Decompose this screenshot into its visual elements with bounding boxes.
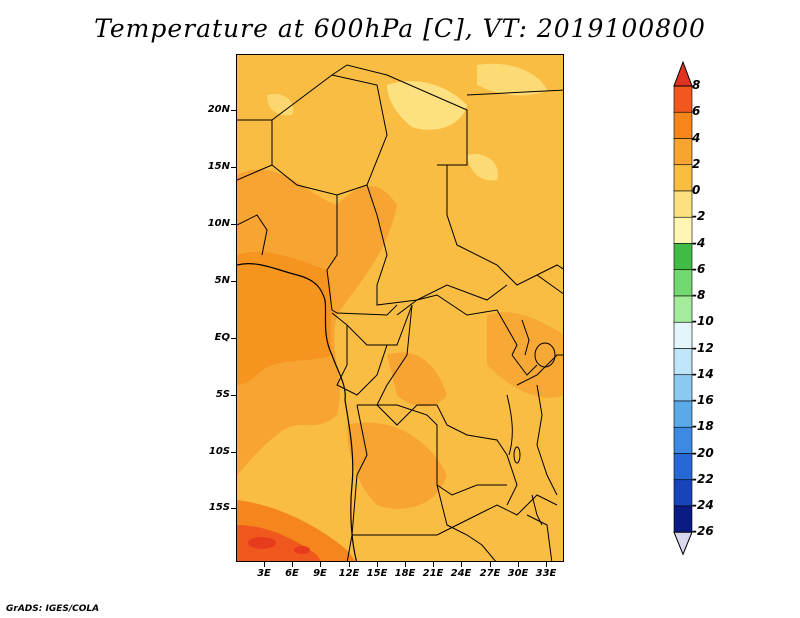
colorbar-label: 4 xyxy=(692,130,701,145)
colorbar-segment xyxy=(673,85,693,113)
colorbar-segment xyxy=(673,269,693,297)
lon-label: 9E xyxy=(313,568,327,579)
field-cool-northeast xyxy=(477,63,547,96)
lat-tick xyxy=(231,452,236,453)
chart-title: Temperature at 600hPa [C], VT: 201910080… xyxy=(94,14,706,43)
lon-label: 24E xyxy=(450,568,472,579)
colorbar-segment xyxy=(673,164,693,192)
lat-label: 15S xyxy=(208,502,230,513)
lon-label: 6E xyxy=(285,568,299,579)
coastline xyxy=(237,263,358,561)
colorbar-label: -16 xyxy=(692,393,714,407)
field-2to4-central xyxy=(387,352,447,407)
colorbar-label: -18 xyxy=(692,419,714,434)
lat-tick xyxy=(231,281,236,282)
lat-tick xyxy=(231,224,236,225)
colorbar-label: -4 xyxy=(692,235,706,250)
lat-label: 15N xyxy=(207,161,230,172)
lon-label: 33E xyxy=(535,568,557,579)
lon-tick xyxy=(433,562,434,567)
colorbar-label: 6 xyxy=(692,104,701,119)
lon-tick xyxy=(546,562,547,567)
colorbar-label: -14 xyxy=(692,366,714,381)
lon-label: 27E xyxy=(479,568,501,579)
lat-tick xyxy=(231,338,236,339)
lon-label: 21E xyxy=(422,568,444,579)
lon-label: 30E xyxy=(507,568,529,579)
colorbar xyxy=(673,60,693,556)
lon-label: 12E xyxy=(338,568,360,579)
field-8plus-patch xyxy=(248,537,276,549)
colorbar-segment xyxy=(673,321,693,349)
colorbar-segment xyxy=(673,243,693,271)
field-2to4-nigeria xyxy=(257,192,350,251)
lat-label: 5S xyxy=(215,389,230,400)
colorbar-segment xyxy=(673,295,693,323)
lon-tick xyxy=(264,562,265,567)
field-cool-north xyxy=(387,81,467,130)
lon-tick xyxy=(490,562,491,567)
colorbar-segments xyxy=(673,85,693,533)
colorbar-bottom-triangle xyxy=(673,531,693,556)
colorbar-label: -2 xyxy=(692,209,706,224)
temperature-map xyxy=(236,54,564,562)
colorbar-segment xyxy=(673,111,693,139)
lon-label: 15E xyxy=(366,568,388,579)
colorbar-segment xyxy=(673,216,693,244)
colorbar-segment xyxy=(673,138,693,166)
lat-tick xyxy=(231,167,236,168)
colorbar-label: -22 xyxy=(692,471,714,486)
lon-label: 3E xyxy=(257,568,271,579)
colorbar-label: 2 xyxy=(692,156,701,171)
colorbar-label: -26 xyxy=(692,524,714,539)
colorbar-label: -24 xyxy=(692,498,714,512)
lat-tick xyxy=(231,395,236,396)
colorbar-segment xyxy=(673,400,693,428)
colorbar-label: 8 xyxy=(692,78,701,92)
colorbar-top-triangle xyxy=(673,60,693,87)
lon-label: 18E xyxy=(394,568,416,579)
colorbar-segment xyxy=(673,190,693,218)
colorbar-label: -20 xyxy=(692,445,714,460)
lon-tick xyxy=(349,562,350,567)
colorbar-segment xyxy=(673,426,693,454)
lat-tick xyxy=(231,508,236,509)
lat-label: 20N xyxy=(207,104,230,115)
colorbar-label: -8 xyxy=(692,288,706,302)
lat-tick xyxy=(231,110,236,111)
lon-tick xyxy=(320,562,321,567)
colorbar-segment xyxy=(673,374,693,402)
colorbar-label: -12 xyxy=(692,340,714,355)
lat-label: EQ xyxy=(214,332,230,343)
map-field xyxy=(237,55,563,561)
lat-label: 10S xyxy=(208,446,230,457)
lat-label: 10N xyxy=(207,218,230,229)
colorbar-label: -10 xyxy=(692,314,714,329)
field-cool-sudan xyxy=(467,154,498,181)
country-borders xyxy=(237,64,563,561)
field-cool-northwest xyxy=(267,94,294,116)
field-2to4-angola xyxy=(347,422,447,509)
lon-tick xyxy=(518,562,519,567)
footer-credit: GrADS: IGES/COLA xyxy=(6,604,100,614)
colorbar-label: -6 xyxy=(692,261,706,276)
colorbar-segment xyxy=(673,348,693,376)
field-3to4-coast xyxy=(237,251,332,385)
colorbar-label: 0 xyxy=(692,183,701,197)
lat-label: 5N xyxy=(214,275,230,286)
lon-tick xyxy=(292,562,293,567)
lon-tick xyxy=(461,562,462,567)
lon-tick xyxy=(405,562,406,567)
colorbar-segment xyxy=(673,505,693,533)
colorbar-segment xyxy=(673,479,693,507)
lakes xyxy=(506,319,556,526)
field-8plus-patch-2 xyxy=(294,546,310,554)
lon-tick xyxy=(377,562,378,567)
colorbar-segment xyxy=(673,453,693,481)
